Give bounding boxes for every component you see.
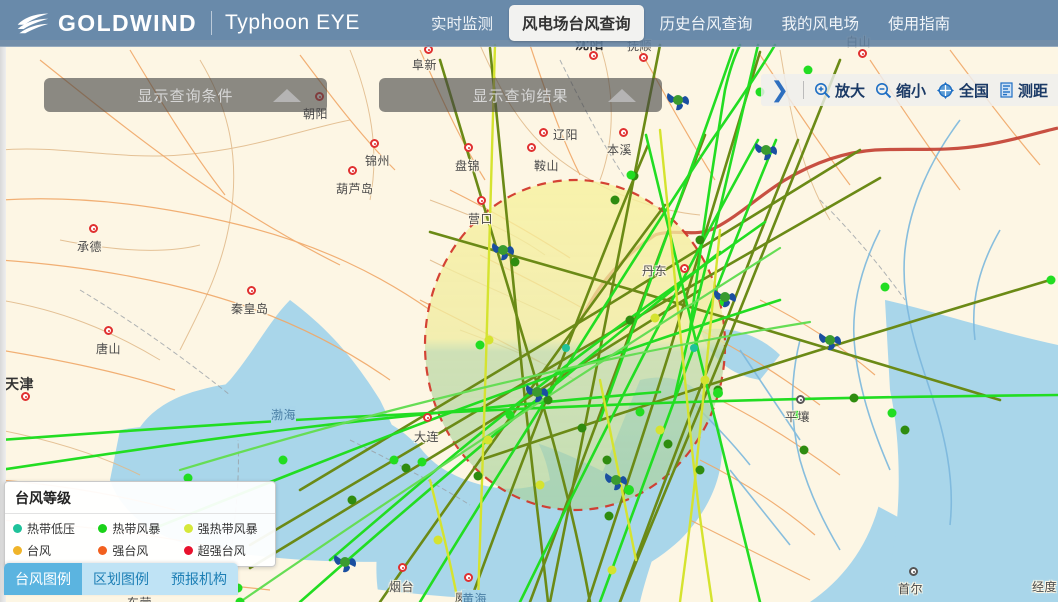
legend-tabs: 台风图例 区划图例 预报机构 — [4, 563, 238, 595]
map-city-marker — [619, 128, 628, 137]
map-city-marker — [398, 563, 407, 572]
wind-farm-marker-icon[interactable] — [490, 239, 516, 261]
nav-item-4[interactable]: 使用指南 — [888, 16, 951, 33]
legend-item-label: 台风 — [27, 544, 52, 558]
typhoon-tracks — [0, 43, 1058, 602]
map-city-marker — [464, 143, 473, 152]
nav-item-3[interactable]: 我的风电场 — [781, 16, 860, 33]
wind-farm-marker-icon[interactable] — [665, 89, 691, 111]
triangle-up-icon — [273, 88, 301, 102]
typhoon-grade-legend: 台风等级 热带低压 热带风暴 强热带风暴台风 强台风 超强台风 — [4, 481, 276, 567]
wind-farm-marker-icon[interactable] — [817, 329, 843, 351]
legend-item-label: 热带低压 — [27, 522, 76, 536]
wind-farm-marker-icon[interactable] — [712, 286, 738, 308]
triangle-up-icon — [608, 88, 636, 102]
legend-title: 台风等级 — [5, 482, 275, 514]
map-city-marker — [89, 224, 98, 233]
map-city-marker — [527, 143, 536, 152]
legend-tab-2[interactable]: 预报机构 — [171, 571, 227, 587]
map-city-marker — [796, 395, 805, 404]
fit-nationwide-icon — [936, 81, 954, 99]
zoom-out-button[interactable]: 缩小 — [875, 80, 926, 101]
map-city-marker — [423, 413, 432, 422]
legend-item-label: 热带风暴 — [112, 522, 161, 536]
legend-items: 热带低压 热带风暴 强热带风暴台风 强台风 超强台风 — [5, 514, 275, 566]
map-city-marker — [909, 567, 918, 576]
legend-item-label: 超强台风 — [197, 544, 246, 558]
wind-farm-marker-icon[interactable] — [753, 139, 779, 161]
show-query-results-label: 显示查询结果 — [472, 87, 569, 105]
header-divider — [210, 11, 212, 35]
map-city-marker — [680, 264, 689, 273]
brand-logo[interactable]: GOLDWIND — [0, 10, 197, 37]
wind-farm-marker-icon[interactable] — [524, 381, 550, 403]
legend-item-4: 强台风 — [98, 542, 181, 559]
legend-color-dot — [13, 546, 22, 555]
show-query-conditions-label: 显示查询条件 — [137, 87, 234, 105]
fit-nationwide-button[interactable]: 全国 — [936, 80, 989, 101]
typhoon-track-nodes — [183, 65, 1056, 602]
zoom-in-icon — [814, 82, 831, 98]
wind-farm-marker-icon[interactable] — [332, 551, 358, 573]
wind-farm-marker-icon[interactable] — [603, 469, 629, 491]
show-query-conditions-panel[interactable]: 显示查询条件 — [44, 78, 327, 112]
legend-color-dot — [183, 546, 193, 555]
legend-item-label: 强台风 — [112, 544, 149, 558]
legend-color-dot — [98, 524, 108, 533]
measure-distance-label: 测距 — [1017, 82, 1048, 100]
map-city-marker — [104, 326, 113, 335]
legend-color-dot — [98, 546, 108, 555]
map-city-marker — [370, 139, 379, 148]
toolbar-divider — [802, 81, 804, 99]
legend-color-dot — [183, 524, 193, 533]
map-city-marker — [348, 166, 357, 175]
nav-item-1[interactable]: 风电场台风查询 — [509, 5, 644, 41]
measure-distance-button[interactable]: 测距 — [999, 80, 1048, 101]
nav-item-0[interactable]: 实时监测 — [431, 16, 494, 33]
map-city-marker — [477, 196, 486, 205]
legend-item-3: 台风 — [13, 542, 96, 559]
app-title: Typhoon EYE — [224, 11, 360, 34]
map-city-marker — [539, 128, 548, 137]
legend-tab-0[interactable]: 台风图例 — [4, 563, 82, 595]
legend-tab-1[interactable]: 区划图例 — [93, 571, 149, 587]
map-toolbar: ❯ 放大 缩小 — [760, 74, 1058, 106]
zoom-in-label: 放大 — [834, 82, 865, 100]
map-left-edge — [0, 47, 6, 602]
measure-distance-icon — [1000, 82, 1013, 98]
zoom-out-label: 缩小 — [895, 82, 926, 100]
legend-color-dot — [13, 524, 22, 533]
zoom-in-button[interactable]: 放大 — [814, 80, 865, 101]
legend-item-2: 强热带风暴 — [183, 520, 267, 537]
legend-item-0: 热带低压 — [13, 520, 96, 537]
legend-item-1: 热带风暴 — [98, 520, 181, 537]
chevron-right-icon[interactable]: ❯ — [770, 77, 789, 102]
map-city-marker — [21, 392, 30, 401]
zoom-out-icon — [875, 82, 892, 98]
nav-item-2[interactable]: 历史台风查询 — [659, 16, 753, 33]
map-city-marker — [589, 51, 598, 60]
map-city-marker — [464, 573, 473, 582]
legend-item-label: 强热带风暴 — [197, 522, 258, 536]
show-query-results-panel[interactable]: 显示查询结果 — [379, 78, 662, 112]
map-city-marker — [858, 49, 867, 58]
goldwind-wing-logo-icon — [17, 13, 49, 34]
map-city-marker — [247, 286, 256, 295]
map-city-marker — [639, 53, 648, 62]
brand-name: GOLDWIND — [58, 9, 197, 36]
app-header: GOLDWIND Typhoon EYE 实时监测 风电场台风查询 历史台风查询 我的… — [0, 0, 1058, 47]
fit-nationwide-label: 全国 — [958, 82, 989, 100]
main-nav: 实时监测 风电场台风查询 历史台风查询 我的风电场 使用指南 — [418, 5, 963, 41]
legend-item-5: 超强台风 — [183, 542, 267, 559]
